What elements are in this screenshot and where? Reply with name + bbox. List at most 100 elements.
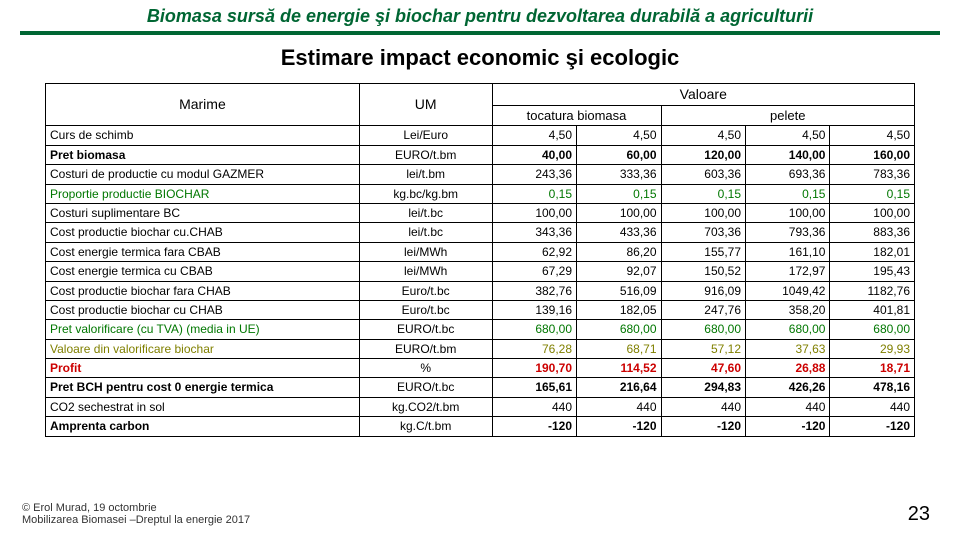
cell-value: 0,15	[830, 184, 915, 203]
cell-value: 140,00	[746, 145, 830, 164]
cell-value: 4,50	[577, 126, 661, 145]
footer: © Erol Murad, 19 octombrie Mobilizarea B…	[22, 502, 250, 526]
table-row: Cost energie termica fara CBABlei/MWh62,…	[46, 242, 915, 261]
cell-value: 440	[577, 397, 661, 416]
main-title: Estimare impact economic şi ecologic	[0, 45, 960, 71]
cell-value: 478,16	[830, 378, 915, 397]
table-row: Cost productie biochar fara CHABEuro/t.b…	[46, 281, 915, 300]
cell-value: 92,07	[577, 262, 661, 281]
table-row: Costuri suplimentare BClei/t.bc100,00100…	[46, 203, 915, 222]
cell-um: lei/MWh	[359, 242, 492, 261]
cell-value: 29,93	[830, 339, 915, 358]
header-underline	[20, 31, 940, 35]
cell-um: Euro/t.bc	[359, 281, 492, 300]
cell-um: Lei/Euro	[359, 126, 492, 145]
cell-value: 4,50	[661, 126, 745, 145]
table-row: CO2 sechestrat in solkg.CO2/t.bm44044044…	[46, 397, 915, 416]
cell-value: 916,09	[661, 281, 745, 300]
cell-marime: Cost productie biochar cu.CHAB	[46, 223, 360, 242]
cell-marime: Curs de schimb	[46, 126, 360, 145]
cell-value: 100,00	[830, 203, 915, 222]
cell-value: 1049,42	[746, 281, 830, 300]
cell-marime: CO2 sechestrat in sol	[46, 397, 360, 416]
cell-um: kg.CO2/t.bm	[359, 397, 492, 416]
cell-value: 382,76	[492, 281, 576, 300]
col-header-tocatura: tocatura biomasa	[492, 105, 661, 126]
cell-value: 243,36	[492, 165, 576, 184]
col-header-marime: Marime	[46, 84, 360, 126]
cell-value: 703,36	[661, 223, 745, 242]
cell-value: 68,71	[577, 339, 661, 358]
cell-value: 150,52	[661, 262, 745, 281]
cell-um: lei/MWh	[359, 262, 492, 281]
cell-value: 26,88	[746, 359, 830, 378]
col-header-pelete: pelete	[661, 105, 914, 126]
cell-value: 216,64	[577, 378, 661, 397]
col-header-valoare: Valoare	[492, 84, 914, 106]
header-title: Biomasa sursă de energie şi biochar pent…	[0, 0, 960, 31]
table-row: Cost energie termica cu CBABlei/MWh67,29…	[46, 262, 915, 281]
cell-value: 401,81	[830, 300, 915, 319]
cell-value: -120	[492, 417, 576, 436]
cell-value: 440	[661, 397, 745, 416]
cell-value: 680,00	[661, 320, 745, 339]
cell-value: 0,15	[661, 184, 745, 203]
cell-marime: Proportie productie BIOCHAR	[46, 184, 360, 203]
table-row: Pret biomasaEURO/t.bm40,0060,00120,00140…	[46, 145, 915, 164]
cell-marime: Cost productie biochar cu CHAB	[46, 300, 360, 319]
cell-value: 693,36	[746, 165, 830, 184]
cell-value: 603,36	[661, 165, 745, 184]
cell-value: 86,20	[577, 242, 661, 261]
cell-value: 47,60	[661, 359, 745, 378]
cell-value: 4,50	[830, 126, 915, 145]
cell-value: 155,77	[661, 242, 745, 261]
cell-value: 680,00	[830, 320, 915, 339]
cell-marime: Amprenta carbon	[46, 417, 360, 436]
economic-table-wrap: Marime UM Valoare tocatura biomasa pelet…	[45, 83, 915, 437]
table-row: Cost productie biochar cu.CHABlei/t.bc34…	[46, 223, 915, 242]
cell-value: 182,01	[830, 242, 915, 261]
page-number: 23	[908, 503, 930, 526]
cell-value: 37,63	[746, 339, 830, 358]
cell-value: 57,12	[661, 339, 745, 358]
cell-marime: Cost productie biochar fara CHAB	[46, 281, 360, 300]
cell-um: Euro/t.bc	[359, 300, 492, 319]
cell-um: lei/t.bc	[359, 223, 492, 242]
cell-um: EURO/t.bm	[359, 339, 492, 358]
table-row: Pret BCH pentru cost 0 energie termicaEU…	[46, 378, 915, 397]
cell-value: 294,83	[661, 378, 745, 397]
cell-value: 4,50	[492, 126, 576, 145]
table-row: Cost productie biochar cu CHABEuro/t.bc1…	[46, 300, 915, 319]
cell-marime: Pret valorificare (cu TVA) (media in UE)	[46, 320, 360, 339]
footer-line1: © Erol Murad, 19 octombrie	[22, 502, 250, 514]
cell-value: 433,36	[577, 223, 661, 242]
cell-marime: Valoare din valorificare biochar	[46, 339, 360, 358]
cell-value: 195,43	[830, 262, 915, 281]
cell-value: 0,15	[577, 184, 661, 203]
cell-value: 100,00	[661, 203, 745, 222]
table-body: Curs de schimbLei/Euro4,504,504,504,504,…	[46, 126, 915, 436]
table-row: Pret valorificare (cu TVA) (media in UE)…	[46, 320, 915, 339]
cell-marime: Pret biomasa	[46, 145, 360, 164]
cell-um: EURO/t.bm	[359, 145, 492, 164]
cell-marime: Cost energie termica cu CBAB	[46, 262, 360, 281]
cell-um: %	[359, 359, 492, 378]
cell-value: 60,00	[577, 145, 661, 164]
cell-marime: Pret BCH pentru cost 0 energie termica	[46, 378, 360, 397]
cell-value: 161,10	[746, 242, 830, 261]
cell-value: 426,26	[746, 378, 830, 397]
cell-value: 0,15	[746, 184, 830, 203]
cell-value: 182,05	[577, 300, 661, 319]
cell-um: lei/t.bc	[359, 203, 492, 222]
cell-value: 343,36	[492, 223, 576, 242]
cell-value: 4,50	[746, 126, 830, 145]
cell-value: 139,16	[492, 300, 576, 319]
cell-value: 40,00	[492, 145, 576, 164]
cell-value: 165,61	[492, 378, 576, 397]
cell-um: EURO/t.bc	[359, 320, 492, 339]
cell-value: 440	[492, 397, 576, 416]
table-row: Proportie productie BIOCHARkg.bc/kg.bm 0,…	[46, 184, 915, 203]
cell-um: kg.bc/kg.bm	[359, 184, 492, 203]
cell-value: 247,76	[661, 300, 745, 319]
economic-table: Marime UM Valoare tocatura biomasa pelet…	[45, 83, 915, 437]
